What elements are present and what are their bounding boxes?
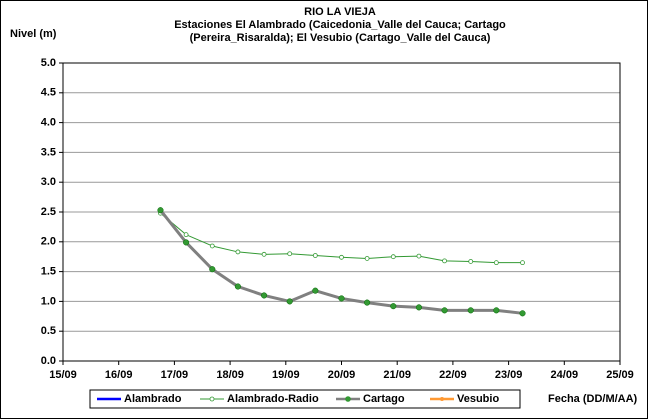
legend-box: [89, 389, 521, 409]
y-axis-label: Nivel (m): [10, 28, 57, 40]
y-tick-label: 3.0: [41, 176, 56, 188]
x-tick-label: 21/09: [383, 369, 411, 381]
data-point: [209, 243, 215, 249]
data-point: [261, 292, 268, 299]
legend-marker: [209, 396, 215, 402]
data-point: [415, 304, 422, 311]
data-point: [468, 259, 474, 264]
y-tick-label: 3.5: [41, 146, 56, 158]
x-tick-label: 19/09: [272, 369, 300, 381]
y-tick-label: 1.0: [41, 295, 56, 307]
data-point: [519, 310, 526, 317]
plot-area: [62, 62, 621, 362]
data-point: [364, 256, 370, 261]
data-point: [209, 266, 216, 273]
y-tick-label: 0.0: [41, 355, 56, 367]
x-tick-label: 24/09: [551, 369, 579, 381]
data-point: [390, 254, 396, 260]
data-point: [234, 283, 241, 290]
data-point: [339, 254, 344, 260]
legend-label: Alambrado: [124, 393, 182, 405]
y-tick-label: 2.5: [41, 206, 56, 218]
data-point: [235, 249, 241, 255]
y-tick-label: 1.5: [41, 266, 56, 278]
legend-label: Alambrado-Radio: [227, 393, 319, 405]
chart-title: (Pereira_Risaralda); El Vesubio (Cartago…: [190, 32, 491, 44]
data-point: [441, 307, 448, 314]
data-point: [493, 260, 499, 266]
data-point: [520, 260, 525, 266]
x-tick-label: 15/09: [49, 369, 77, 381]
y-tick-label: 4.0: [41, 117, 56, 129]
legend-marker: [440, 397, 444, 401]
data-point: [493, 307, 500, 314]
data-point: [261, 251, 267, 257]
data-point: [183, 232, 189, 238]
data-point: [312, 253, 318, 258]
legend-label: Cartago: [363, 393, 405, 405]
data-point: [286, 298, 293, 305]
data-point: [312, 287, 319, 294]
data-point: [183, 239, 190, 246]
data-point: [364, 299, 371, 306]
x-axis-label: Fecha (DD/M/AA): [548, 393, 638, 405]
x-tick-label: 20/09: [328, 369, 356, 381]
data-point: [442, 258, 447, 264]
y-tick-label: 4.5: [41, 87, 56, 99]
x-tick-label: 22/09: [439, 369, 467, 381]
chart-title: Estaciones El Alambrado (Caicedonia_Vall…: [174, 19, 506, 31]
data-point: [338, 295, 345, 302]
data-point: [416, 253, 422, 259]
x-tick-label: 23/09: [495, 369, 523, 381]
data-point: [390, 303, 397, 310]
legend-marker: [345, 396, 351, 402]
y-tick-label: 2.0: [41, 236, 56, 248]
data-point: [157, 207, 164, 214]
y-tick-label: 0.5: [41, 325, 56, 337]
x-tick-label: 25/09: [606, 369, 634, 381]
chart-title: RIO LA VIEJA: [304, 6, 376, 18]
y-tick-label: 5.0: [41, 57, 56, 69]
data-point: [467, 307, 474, 314]
x-tick-label: 17/09: [161, 369, 189, 381]
legend-label: Vesubio: [457, 393, 499, 405]
x-tick-label: 16/09: [105, 369, 133, 381]
data-point: [287, 251, 293, 257]
x-tick-label: 18/09: [216, 369, 244, 381]
